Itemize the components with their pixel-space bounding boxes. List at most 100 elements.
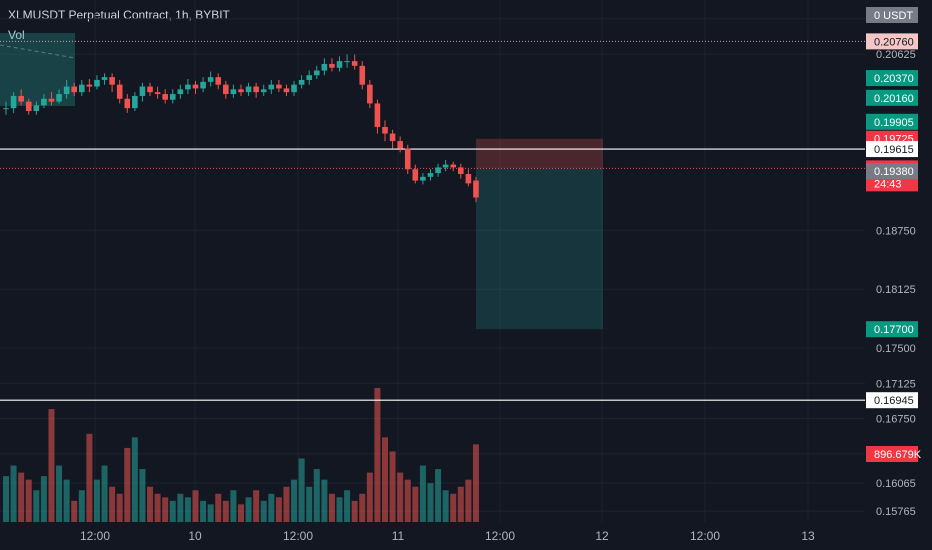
candle-body [177, 89, 184, 95]
candle-body [351, 61, 358, 66]
volume-bar [56, 465, 63, 522]
candle-body [116, 84, 123, 99]
position-stop-zone [476, 138, 603, 169]
volume-bar [139, 469, 146, 522]
volume-bar [427, 483, 434, 522]
volume-bar [101, 465, 108, 522]
candle-body [420, 176, 426, 181]
candle-body [321, 63, 328, 71]
y-axis-tick-label: 0.20625 [876, 49, 916, 61]
candle-body [169, 94, 176, 100]
volume-bar [215, 493, 222, 522]
candle-body [465, 174, 472, 184]
volume-bar [147, 486, 154, 522]
price-badge-label: 24:43 [874, 178, 902, 190]
candle-body [200, 81, 206, 89]
candle-body [253, 86, 259, 93]
currency-badge [866, 7, 918, 23]
candle-body [33, 105, 40, 111]
candle-body [268, 84, 275, 90]
volume-bar [192, 490, 199, 522]
candle-body [192, 84, 199, 89]
candle-body [473, 180, 479, 198]
volume-bar [162, 497, 169, 522]
volume-bar [71, 500, 78, 522]
candle-body [56, 94, 62, 102]
volume-bar [245, 497, 252, 522]
candle-body [109, 77, 115, 85]
candle-body [397, 141, 403, 149]
price-badge [866, 321, 918, 338]
candle-body [18, 95, 24, 102]
price-badge [866, 89, 918, 106]
candle-body [101, 77, 108, 80]
candle-body [389, 133, 396, 142]
volume-bar [93, 479, 100, 522]
candle-body [329, 63, 335, 68]
volume-bar [336, 497, 343, 522]
price-badge-label: 896.679K [874, 449, 922, 461]
price-badge-label: 0.20160 [874, 93, 914, 105]
volume-bar [116, 493, 123, 522]
y-axis: 0.210000.206250.187500.181250.175000.171… [876, 14, 916, 518]
price-badge [866, 141, 918, 158]
volume-bar [306, 486, 313, 522]
volume-bar [10, 465, 17, 522]
volume-bar [169, 500, 176, 522]
candle-body [313, 70, 320, 76]
volume-bar [124, 447, 131, 522]
candle-body [404, 148, 411, 170]
candle-body [207, 77, 214, 82]
volume-bar [389, 451, 396, 522]
candle-body [359, 65, 366, 85]
volume-bar [109, 486, 116, 522]
x-axis: 12:00 10 12:00 11 12:00 12 12:00 13 [80, 529, 815, 543]
volume-bar [457, 486, 464, 522]
volume-bar [328, 493, 335, 522]
price-badge [866, 392, 918, 409]
volume-bar [359, 493, 366, 522]
currency-badge-label: 0 USDT [874, 10, 913, 22]
volume-bar [222, 500, 229, 522]
y-axis-tick-label: 0.16065 [876, 478, 916, 490]
candle-body [185, 84, 191, 90]
volume-bar [450, 493, 457, 522]
candle-body [147, 86, 153, 93]
price-badge [866, 175, 918, 192]
price-badge-label: 0.19380 [874, 166, 914, 178]
price-badge-label: 0.20370 [874, 73, 914, 85]
candle-body [427, 173, 434, 177]
volume-bar [351, 500, 358, 522]
y-axis-tick-label: 0.17500 [876, 343, 916, 355]
volume-legend-label: Vol [8, 28, 25, 42]
volume-bar [25, 479, 32, 522]
price-badges: 0.207600.203700.201600.199050.197250.196… [866, 33, 922, 462]
volume-bar [313, 469, 320, 522]
price-badge-label: 0.16945 [874, 395, 914, 407]
price-badge [866, 33, 918, 50]
volume-bar [48, 409, 55, 522]
candle-body [412, 169, 419, 181]
price-badge-label: 0.19905 [874, 117, 914, 129]
candle-body [71, 86, 78, 93]
candle-body [3, 108, 9, 110]
volume-bar [86, 433, 93, 522]
x-axis-tick-label: 12:00 [80, 529, 110, 543]
position-target-zone [476, 168, 603, 330]
candle-body [450, 164, 457, 168]
candle-body [435, 167, 441, 174]
candle-body [132, 95, 138, 109]
candle-body [238, 89, 244, 93]
candle-body [458, 167, 464, 174]
old-position-zone [0, 33, 75, 106]
volume-bar [419, 465, 426, 522]
candle-body [367, 84, 373, 104]
volume-bar [472, 444, 479, 522]
volume-bar [253, 490, 260, 522]
volume-bar [260, 500, 267, 522]
candles [3, 54, 479, 203]
volume-bar [154, 493, 161, 522]
price-badge-label: 0.20760 [874, 36, 914, 48]
candle-body [124, 98, 131, 109]
